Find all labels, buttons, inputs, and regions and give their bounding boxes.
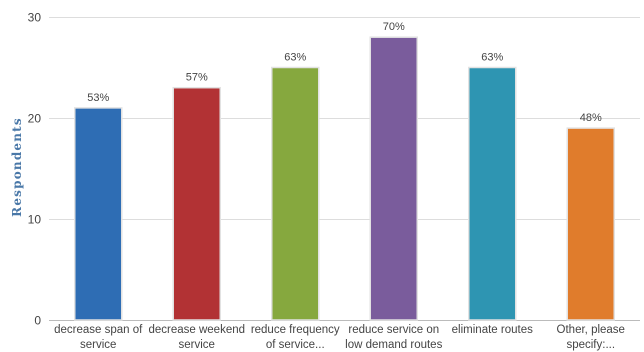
category-label: specify:... xyxy=(566,339,615,351)
data-label: 53% xyxy=(87,92,109,104)
category-label: Other, please xyxy=(557,324,625,336)
data-label: 57% xyxy=(186,72,208,84)
y-tick-label: 30 xyxy=(28,11,42,25)
bar xyxy=(566,127,615,321)
category-label: decrease span of xyxy=(54,324,143,336)
y-axis-ticks: 0 10 20 30 xyxy=(28,11,42,328)
category-label: of service... xyxy=(266,339,325,351)
data-label: 70% xyxy=(383,21,405,33)
data-labels: 53% 57% 63% 70% 63% 48% xyxy=(87,21,602,124)
category-label: low demand routes xyxy=(345,339,442,351)
category-label: service xyxy=(179,339,215,351)
data-label: 63% xyxy=(284,52,306,64)
y-tick-label: 0 xyxy=(34,314,41,328)
y-tick-label: 20 xyxy=(28,112,42,126)
bar xyxy=(369,36,418,321)
y-tick-label: 10 xyxy=(28,213,42,227)
gridlines xyxy=(49,17,640,321)
bar xyxy=(74,107,123,321)
bar xyxy=(271,66,320,321)
category-labels: decrease span of service decrease weekend s… xyxy=(54,324,625,351)
data-label: 63% xyxy=(481,52,503,64)
category-label: decrease weekend xyxy=(148,324,245,336)
category-label: reduce service on xyxy=(348,324,439,336)
bars xyxy=(74,36,615,321)
bar xyxy=(172,86,221,321)
data-label: 48% xyxy=(580,112,602,124)
bar xyxy=(468,66,517,321)
category-label: eliminate routes xyxy=(452,324,533,336)
category-label: reduce frequency xyxy=(251,324,340,336)
y-axis-label: Respondents xyxy=(10,117,24,217)
category-label: service xyxy=(80,339,116,351)
